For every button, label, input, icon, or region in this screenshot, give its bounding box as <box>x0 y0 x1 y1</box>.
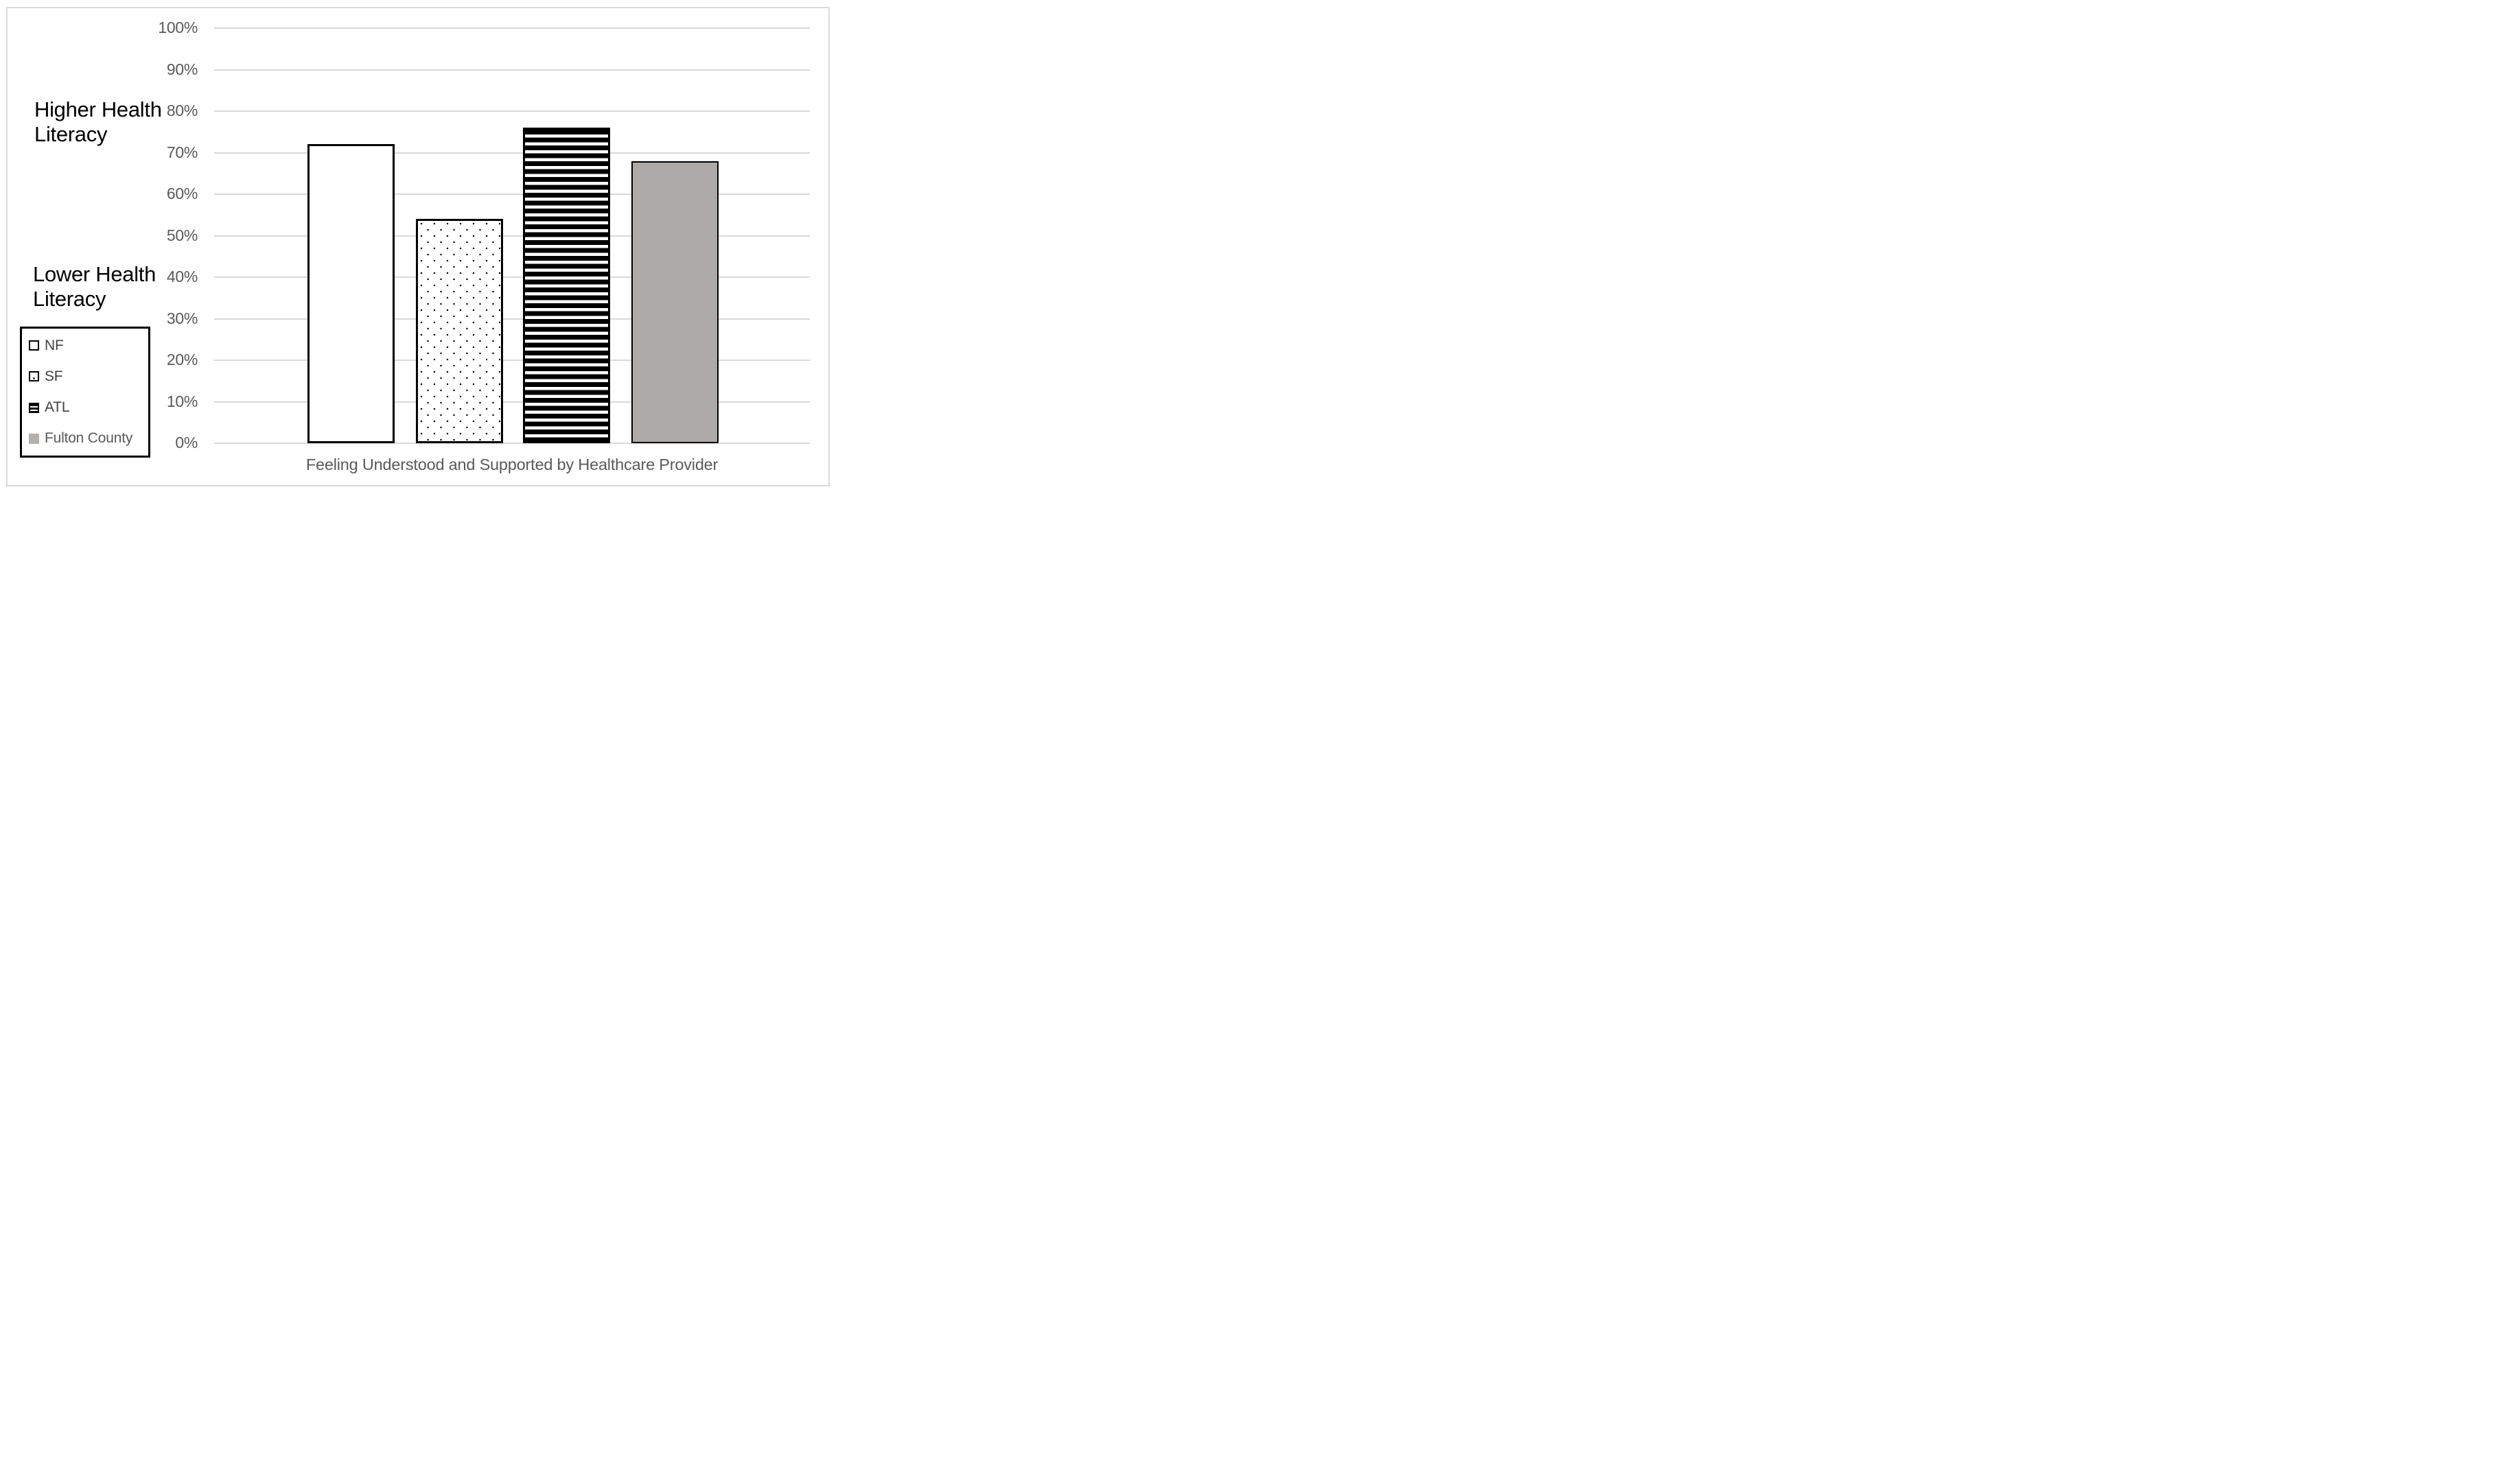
legend-swatch-fulton-county-icon <box>29 433 39 444</box>
legend-label-sf: SF <box>45 368 63 384</box>
gridline-80pct <box>214 110 810 112</box>
gridline-100pct <box>214 27 810 29</box>
legend-box: NF SF ATL Fulton County <box>20 327 150 458</box>
legend-swatch-atl-icon <box>29 402 39 413</box>
chart-outer-frame <box>6 7 830 486</box>
gridline-10pct <box>214 401 810 403</box>
y-tick-label-100pct: 100% <box>158 18 198 36</box>
y-tick-label-50pct: 50% <box>166 226 198 244</box>
annotation-lower-health-literacy: Lower Health Literacy <box>33 262 156 311</box>
y-tick-label-20pct: 20% <box>166 350 198 368</box>
bar-sf <box>416 219 503 443</box>
x-axis-title: Feeling Understood and Supported by Heal… <box>305 456 719 473</box>
y-tick-label-10pct: 10% <box>166 392 198 410</box>
gridline-30pct <box>214 318 810 320</box>
chart-canvas: Higher Health Literacy Lower Health Lite… <box>0 0 839 495</box>
y-tick-label-30pct: 30% <box>166 309 198 327</box>
gridline-40pct <box>214 276 810 278</box>
legend-item-nf: NF <box>29 338 148 354</box>
y-tick-label-70pct: 70% <box>166 143 198 161</box>
gridline-0pct <box>214 443 810 444</box>
bar-nf <box>307 144 395 443</box>
legend-item-sf: SF <box>29 368 148 385</box>
legend-swatch-sf-icon <box>29 371 39 382</box>
y-tick-label-40pct: 40% <box>166 267 198 285</box>
gridline-60pct <box>214 193 810 195</box>
legend-item-fulton-county: Fulton County <box>29 430 148 447</box>
legend-label-atl: ATL <box>45 399 70 416</box>
y-tick-label-0pct: 0% <box>175 433 198 451</box>
legend-label-fulton-county: Fulton County <box>45 430 133 447</box>
gridline-20pct <box>214 360 810 361</box>
annotation-higher-health-literacy: Higher Health Literacy <box>34 97 162 146</box>
gridline-50pct <box>214 235 810 237</box>
y-tick-label-90pct: 90% <box>166 60 198 78</box>
gridline-70pct <box>214 152 810 154</box>
bar-fulton-county <box>631 161 719 443</box>
y-tick-label-60pct: 60% <box>166 184 198 202</box>
legend-item-atl: ATL <box>29 399 148 416</box>
legend-label-nf: NF <box>45 337 64 353</box>
y-tick-label-80pct: 80% <box>166 101 198 119</box>
gridline-90pct <box>214 69 810 71</box>
legend-swatch-nf-icon <box>29 340 39 351</box>
plot-area <box>214 27 810 444</box>
bar-atl <box>523 128 610 443</box>
